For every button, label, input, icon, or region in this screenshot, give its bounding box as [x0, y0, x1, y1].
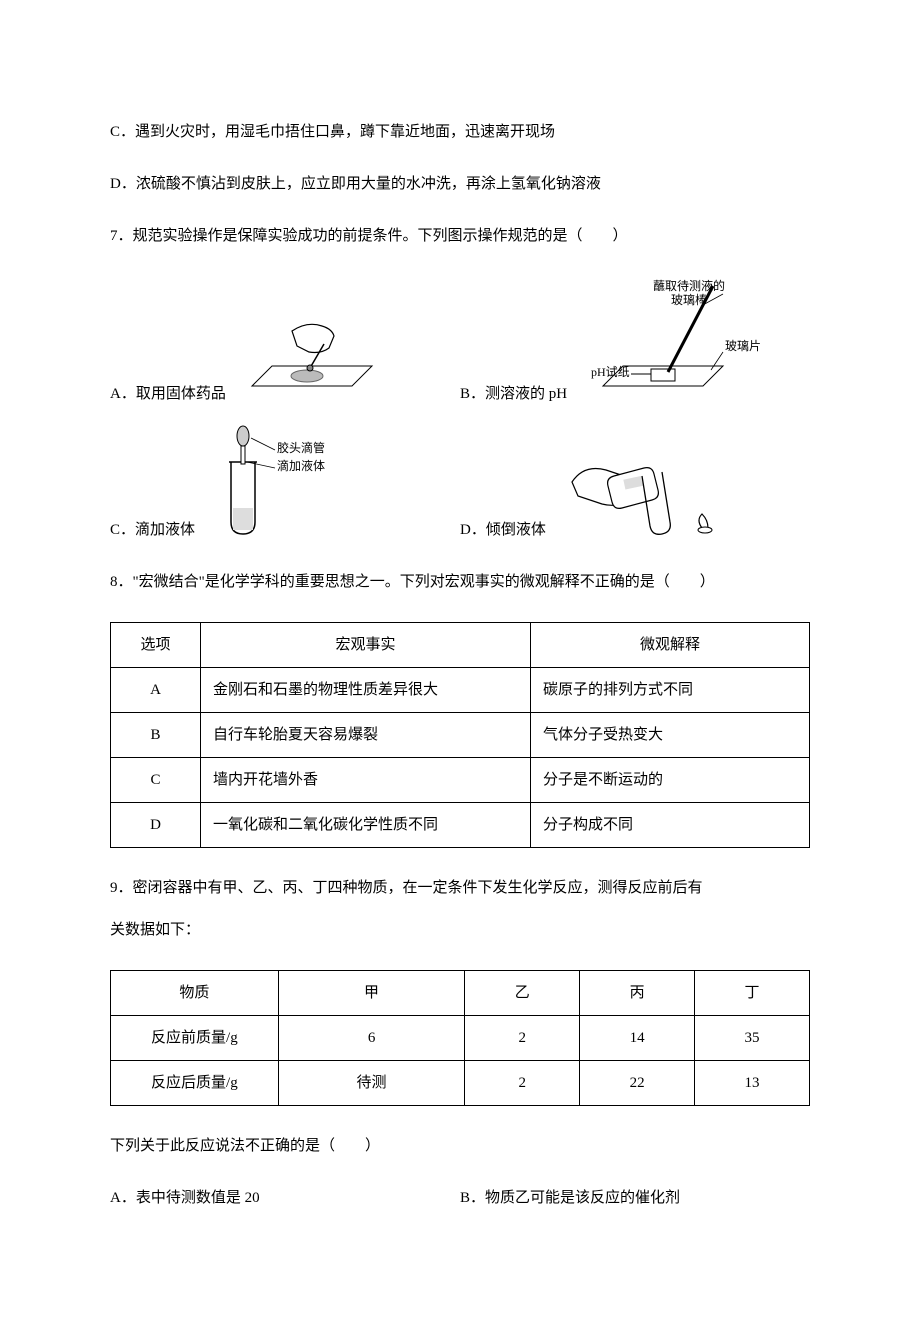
q7-choice-c: C．滴加液体 胶头滴管 滴加液体 — [110, 422, 460, 542]
q7-row2: C．滴加液体 胶头滴管 滴加液体 D．倾倒液体 — [110, 422, 810, 542]
q9-tail: 下列关于此反应说法不正确的是（ ） — [110, 1134, 810, 1158]
q9-options: A．表中待测数值是 20 B．物质乙可能是该反应的催化剂 — [110, 1186, 810, 1210]
q9-opt-a: A．表中待测数值是 20 — [110, 1186, 460, 1210]
q7-a-figure — [232, 306, 392, 406]
q7-b-figure: pH试纸 蘸取待测液的 玻璃棒 玻璃片 — [573, 276, 763, 406]
q8-table: 选项 宏观事实 微观解释 A 金刚石和石墨的物理性质差异很大 碳原子的排列方式不… — [110, 622, 810, 848]
q8-stem: 8．"宏微结合"是化学学科的重要思想之一。下列对宏观事实的微观解释不正确的是（ … — [110, 570, 810, 594]
q7b-ph-label: pH试纸 — [591, 364, 630, 379]
q7-a-label: A．取用固体药品 — [110, 382, 226, 406]
q7-row1: A．取用固体药品 B．测溶液的 pH pH试纸 — [110, 276, 810, 406]
q9-opt-b: B．物质乙可能是该反应的催化剂 — [460, 1186, 680, 1210]
q7c-label2: 滴加液体 — [277, 458, 325, 473]
q7-d-figure — [552, 442, 732, 542]
q7c-label1: 胶头滴管 — [277, 440, 325, 455]
q7-d-label: D．倾倒液体 — [460, 518, 546, 542]
table-row: B 自行车轮胎夏天容易爆裂 气体分子受热变大 — [111, 713, 810, 758]
q8-h1: 选项 — [111, 623, 201, 668]
q7-stem: 7．规范实验操作是保障实验成功的前提条件。下列图示操作规范的是（ ） — [110, 224, 810, 248]
q8-h3: 微观解释 — [531, 623, 810, 668]
q7-choice-d: D．倾倒液体 — [460, 422, 810, 542]
q8-h2: 宏观事实 — [201, 623, 531, 668]
q7b-plate-label: 玻璃片 — [725, 339, 761, 353]
q7-choice-a: A．取用固体药品 — [110, 276, 460, 406]
q7b-rod-label1: 蘸取待测液的 — [653, 278, 725, 293]
q7-c-label: C．滴加液体 — [110, 518, 195, 542]
q9-stem-a: 9．密闭容器中有甲、乙、丙、丁四种物质，在一定条件下发生化学反应，测得反应前后有 — [110, 876, 810, 900]
q9-table: 物质 甲 乙 丙 丁 反应前质量/g 6 2 14 35 反应后质量/g 待测 … — [110, 970, 810, 1106]
table-row: A 金刚石和石墨的物理性质差异很大 碳原子的排列方式不同 — [111, 668, 810, 713]
line-d: D．浓硫酸不慎沾到皮肤上，应立即用大量的水冲洗，再涂上氢氧化钠溶液 — [110, 172, 810, 196]
table-row: C 墙内开花墙外香 分子是不断运动的 — [111, 758, 810, 803]
table-row: D 一氧化碳和二氧化碳化学性质不同 分子构成不同 — [111, 803, 810, 848]
table-row: 反应前质量/g 6 2 14 35 — [111, 1016, 810, 1061]
q7-choice-b: B．测溶液的 pH pH试纸 蘸取待测液的 玻璃棒 玻璃片 — [460, 276, 810, 406]
q7b-rod-label2: 玻璃棒 — [671, 293, 707, 307]
q7-b-label: B．测溶液的 pH — [460, 382, 567, 406]
table-row: 反应后质量/g 待测 2 22 13 — [111, 1061, 810, 1106]
q9-stem-b: 关数据如下： — [110, 918, 810, 942]
q7-c-figure: 胶头滴管 滴加液体 — [201, 422, 361, 542]
line-c: C．遇到火灾时，用湿毛巾捂住口鼻，蹲下靠近地面，迅速离开现场 — [110, 120, 810, 144]
